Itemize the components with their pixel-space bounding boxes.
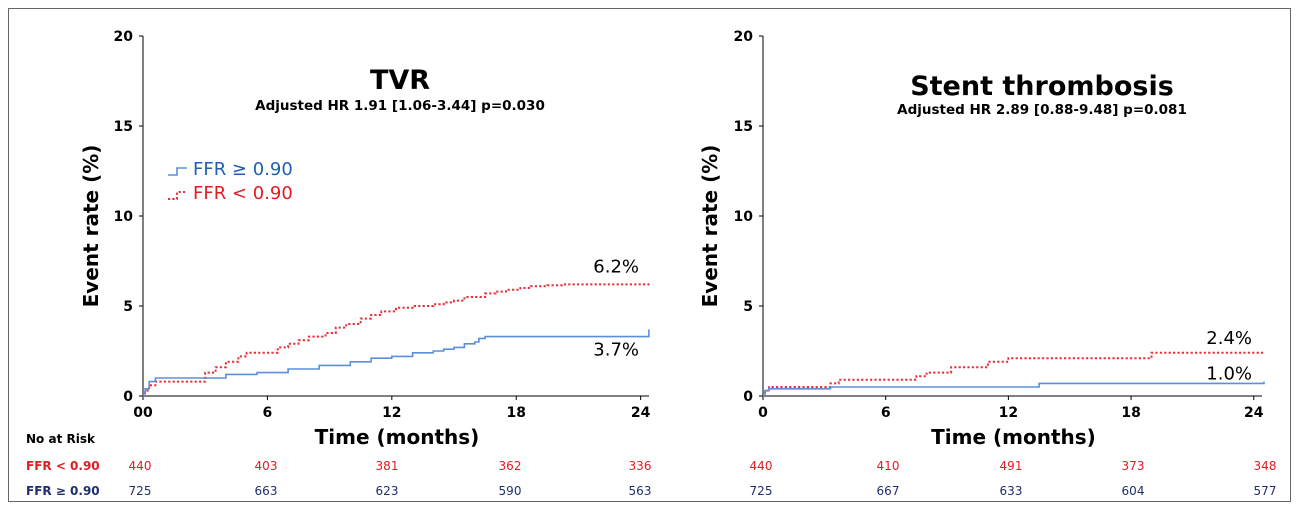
x-tick-label: 18 — [506, 405, 525, 421]
x-tick-label: 0 — [758, 405, 768, 421]
risk-table-header: No at Risk — [26, 432, 96, 446]
risk-count-ffr-high: 623 — [376, 484, 399, 498]
chart-title: Stent thrombosis — [910, 71, 1174, 102]
end-label-ffr-low: 2.4% — [1206, 328, 1252, 349]
series-line-ffr-low — [143, 283, 651, 397]
series-line-ffr-high — [763, 381, 1265, 397]
y-axis-label: Event rate (%) — [698, 145, 722, 308]
risk-count-ffr-high: 663 — [255, 484, 278, 498]
risk-count-ffr-low: 440 — [750, 459, 773, 473]
legend: FFR ≥ 0.90 FFR < 0.90 — [168, 159, 293, 204]
x-tick-label: 6 — [881, 405, 891, 421]
y-tick-label: 15 — [734, 119, 753, 135]
x-tick-label: 00 — [133, 405, 153, 421]
risk-count-ffr-low: 381 — [376, 459, 399, 473]
legend-swatch-ffr-low — [168, 191, 187, 200]
x-tick-label: 12 — [382, 405, 401, 421]
series-line-ffr-low — [763, 351, 1264, 397]
y-tick-label: 10 — [734, 209, 754, 225]
risk-count-ffr-low: 362 — [499, 459, 522, 473]
end-label-ffr-high: 1.0% — [1206, 364, 1252, 385]
risk-count-ffr-low: 403 — [255, 459, 278, 473]
chart-subtitle: Adjusted HR 2.89 [0.88-9.48] p=0.081 — [897, 102, 1187, 118]
y-axis-label: Event rate (%) — [79, 145, 103, 308]
legend-swatch-ffr-high — [168, 167, 187, 176]
risk-count-ffr-low: 491 — [1000, 459, 1023, 473]
risk-count-ffr-high: 667 — [877, 484, 900, 498]
y-tick-label: 0 — [123, 389, 133, 405]
x-tick-label: 6 — [263, 405, 273, 421]
end-label-ffr-low: 6.2% — [593, 256, 639, 277]
y-tick-label: 20 — [114, 29, 134, 45]
risk-count-ffr-low: 373 — [1122, 459, 1145, 473]
risk-count-ffr-high: 633 — [1000, 484, 1023, 498]
x-axis-label: Time (months) — [931, 425, 1096, 449]
series-line-ffr-high — [143, 329, 650, 397]
risk-count-ffr-high: 577 — [1254, 484, 1277, 498]
x-tick-label: 12 — [999, 405, 1018, 421]
legend-label-ffr-high: FFR ≥ 0.90 — [193, 159, 293, 180]
km-panel-2: 0 5 10 15 20 0 6 12 18 24 Stent thrombosisAdjusted… — [698, 29, 1276, 498]
risk-count-ffr-high: 604 — [1122, 484, 1145, 498]
chart-subtitle: Adjusted HR 1.91 [1.06-3.44] p=0.030 — [255, 98, 545, 114]
risk-count-ffr-low: 348 — [1254, 459, 1277, 473]
x-axis-label: Time (months) — [315, 425, 480, 449]
risk-count-ffr-high: 725 — [129, 484, 152, 498]
risk-row-label-ffr-high: FFR ≥ 0.90 — [26, 484, 100, 498]
risk-row-label-ffr-low: FFR < 0.90 — [26, 459, 100, 473]
risk-count-ffr-high: 563 — [629, 484, 652, 498]
legend-label-ffr-low: FFR < 0.90 — [193, 183, 293, 204]
y-tick-label: 5 — [123, 299, 133, 315]
y-tick-label: 15 — [114, 119, 133, 135]
y-tick-label: 0 — [743, 389, 753, 405]
chart-title: TVR — [370, 65, 430, 96]
y-tick-label: 20 — [734, 29, 754, 45]
figure-frame — [8, 8, 1291, 502]
end-label-ffr-high: 3.7% — [593, 339, 639, 360]
y-tick-label: 10 — [114, 209, 134, 225]
risk-count-ffr-low: 336 — [629, 459, 652, 473]
risk-count-ffr-high: 590 — [499, 484, 522, 498]
risk-count-ffr-low: 440 — [129, 459, 152, 473]
risk-count-ffr-low: 410 — [877, 459, 900, 473]
x-tick-label: 24 — [1244, 405, 1264, 421]
y-tick-label: 5 — [743, 299, 753, 315]
x-tick-label: 24 — [631, 405, 651, 421]
x-tick-label: 18 — [1121, 405, 1140, 421]
risk-count-ffr-high: 725 — [750, 484, 773, 498]
km-panel-1: 0 5 10 15 20 00 6 12 18 24 TVR Adjusted HR 1.91 [1.… — [79, 29, 651, 498]
risk-table: No at Risk FFR < 0.90 FFR ≥ 0.90 — [26, 432, 100, 498]
